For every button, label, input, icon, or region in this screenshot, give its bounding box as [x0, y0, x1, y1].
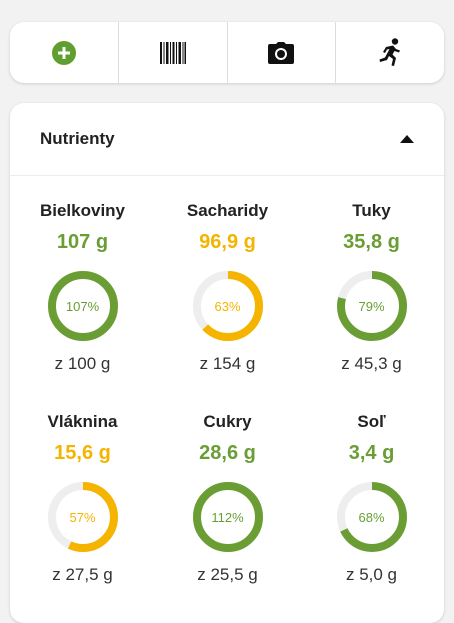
nutrient-amount: 96,9 g: [199, 231, 256, 253]
nutrient-name: Vláknina: [47, 412, 118, 431]
nutrient-goal: z 100 g: [54, 354, 111, 373]
nutrient-item: Sacharidy 96,9 g 63% z 154 g: [155, 200, 300, 374]
action-toolbar: [10, 22, 444, 83]
nutrient-percent: 68%: [358, 509, 385, 525]
nutrient-item: Cukry 28,6 g 112% z 25,5 g: [155, 411, 300, 585]
nutrient-percent: 63%: [214, 298, 241, 314]
nutrient-percent: 107%: [65, 298, 100, 314]
progress-ring: 112%: [192, 481, 264, 553]
ring-progress: [336, 482, 407, 552]
ring-progress: [192, 271, 263, 341]
nutrient-item: Soľ 3,4 g 68% z 5,0 g: [299, 411, 444, 585]
running-person-icon: [379, 37, 401, 66]
card-title: Nutrienty: [40, 129, 115, 148]
activity-button[interactable]: [336, 22, 444, 83]
ring-progress: [336, 271, 407, 341]
nutrient-amount: 3,4 g: [348, 442, 395, 464]
ring-progress: [192, 482, 263, 552]
nutrient-item: Vláknina 15,6 g 57% z 27,5 g: [10, 411, 155, 585]
plus-circle-icon: [51, 40, 76, 65]
progress-ring: 57%: [47, 481, 119, 553]
nutrient-goal: z 5,0 g: [345, 565, 398, 584]
add-food-button[interactable]: [10, 22, 119, 83]
nutrient-item: Bielkoviny 107 g 107% z 100 g: [10, 200, 155, 374]
nutrient-name: Sacharidy: [186, 201, 269, 220]
nutrient-amount: 28,6 g: [199, 442, 256, 464]
nutrient-goal: z 45,3 g: [341, 354, 402, 373]
camera-icon: [268, 41, 295, 64]
photo-button[interactable]: [228, 22, 337, 83]
progress-ring: 63%: [192, 270, 264, 342]
nutrient-name: Cukry: [203, 412, 252, 431]
nutrient-item: Tuky 35,8 g 79% z 45,3 g: [299, 200, 444, 374]
nutrient-name: Soľ: [357, 412, 386, 431]
nutrient-goal: z 25,5 g: [197, 565, 258, 584]
nutrient-amount: 15,6 g: [54, 442, 111, 464]
nutrient-amount: 107 g: [56, 231, 109, 253]
ring-progress: [47, 482, 118, 552]
nutrients-card: Nutrienty Bielkoviny 107 g 107% z 100 g Sach…: [10, 103, 444, 623]
nutrient-amount: 35,8 g: [343, 231, 400, 253]
nutrient-name: Tuky: [352, 201, 391, 220]
caret-up-icon[interactable]: [400, 135, 414, 143]
ring-progress: [47, 271, 118, 341]
nutrient-percent: 112%: [211, 509, 244, 525]
nutrients-header[interactable]: Nutrienty: [10, 103, 444, 176]
nutrient-percent: 57%: [69, 509, 96, 525]
progress-ring: 68%: [336, 481, 408, 553]
progress-ring: 79%: [336, 270, 408, 342]
scan-barcode-button[interactable]: [119, 22, 228, 83]
nutrient-goal: z 27,5 g: [52, 565, 113, 584]
progress-ring: 107%: [47, 270, 119, 342]
barcode-icon: [159, 41, 186, 64]
nutrient-percent: 79%: [358, 298, 385, 314]
nutrient-name: Bielkoviny: [39, 201, 126, 220]
nutrient-goal: z 154 g: [199, 354, 256, 373]
